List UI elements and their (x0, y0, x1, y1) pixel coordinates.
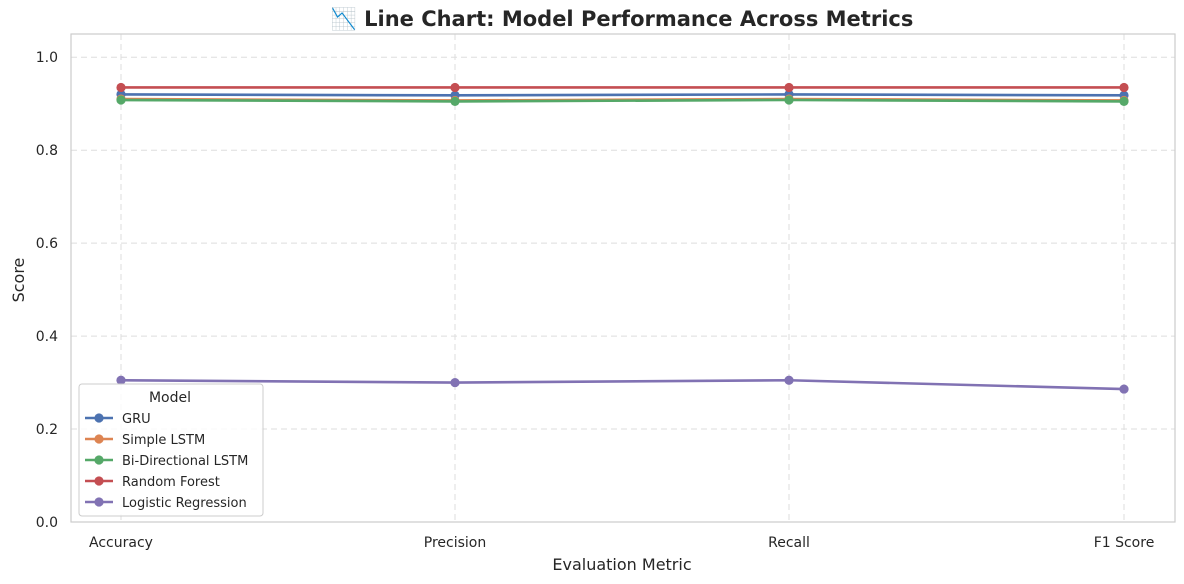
legend-item: GRU (85, 412, 151, 427)
legend-title: Model (149, 390, 191, 406)
x-tick-label: F1 Score (1094, 535, 1155, 551)
y-tick-label: 0.8 (36, 143, 58, 159)
data-point (784, 375, 794, 385)
y-tick-label: 1.0 (36, 50, 58, 66)
y-tick-label: 0.2 (36, 422, 58, 438)
y-tick-label: 0.4 (36, 329, 58, 345)
series-bi-directional-lstm (116, 95, 1129, 106)
data-point (1119, 96, 1129, 106)
series-logistic-regression (116, 375, 1129, 394)
data-point (450, 377, 460, 388)
data-point (1119, 82, 1129, 93)
x-tick-label: Accuracy (89, 535, 153, 551)
data-point (116, 95, 126, 105)
series-line (120, 98, 1125, 103)
series-random-forest (116, 82, 1129, 93)
y-tick-label: 0.0 (36, 515, 58, 531)
legend-item: Logistic Regression (85, 496, 247, 511)
series-line (120, 378, 1125, 391)
data-point (784, 95, 794, 105)
data-point (450, 96, 460, 106)
data-point (450, 82, 460, 93)
legend-item: Bi-Directional LSTM (85, 454, 248, 469)
legend-label: Random Forest (122, 475, 220, 490)
x-axis-label: Evaluation Metric (552, 555, 691, 574)
legend-marker (94, 413, 104, 423)
legend-marker (94, 434, 104, 444)
legend-label: GRU (122, 412, 151, 427)
x-tick-label: Recall (768, 535, 810, 551)
x-tick-label: Precision (424, 535, 486, 551)
y-axis-label: Score (9, 258, 28, 303)
legend: Model GRU Simple LSTM Bi-Directional LSTM R… (78, 383, 264, 517)
legend-label: Simple LSTM (122, 433, 205, 448)
data-point (116, 375, 126, 385)
legend-label: Logistic Regression (122, 496, 247, 511)
data-point (1119, 384, 1129, 394)
legend-item: Random Forest (85, 475, 220, 490)
legend-label: Bi-Directional LSTM (122, 454, 248, 469)
legend-marker (94, 476, 104, 486)
plot-area-frame (70, 33, 1176, 523)
data-point (116, 82, 126, 93)
legend-box (78, 383, 264, 517)
tick-labels: 0.0 0.2 0.4 0.6 0.8 1.0 Accuracy Precision Recal… (36, 50, 1155, 551)
legend-marker (94, 455, 104, 465)
y-tick-label: 0.6 (36, 236, 58, 252)
legend-marker (94, 497, 104, 507)
legend-item: Simple LSTM (85, 433, 205, 448)
data-point (784, 82, 794, 93)
series-lines (116, 82, 1129, 394)
chart-title: 📉 Line Chart: Model Performance Across M… (331, 6, 914, 31)
series-line (120, 93, 1125, 97)
